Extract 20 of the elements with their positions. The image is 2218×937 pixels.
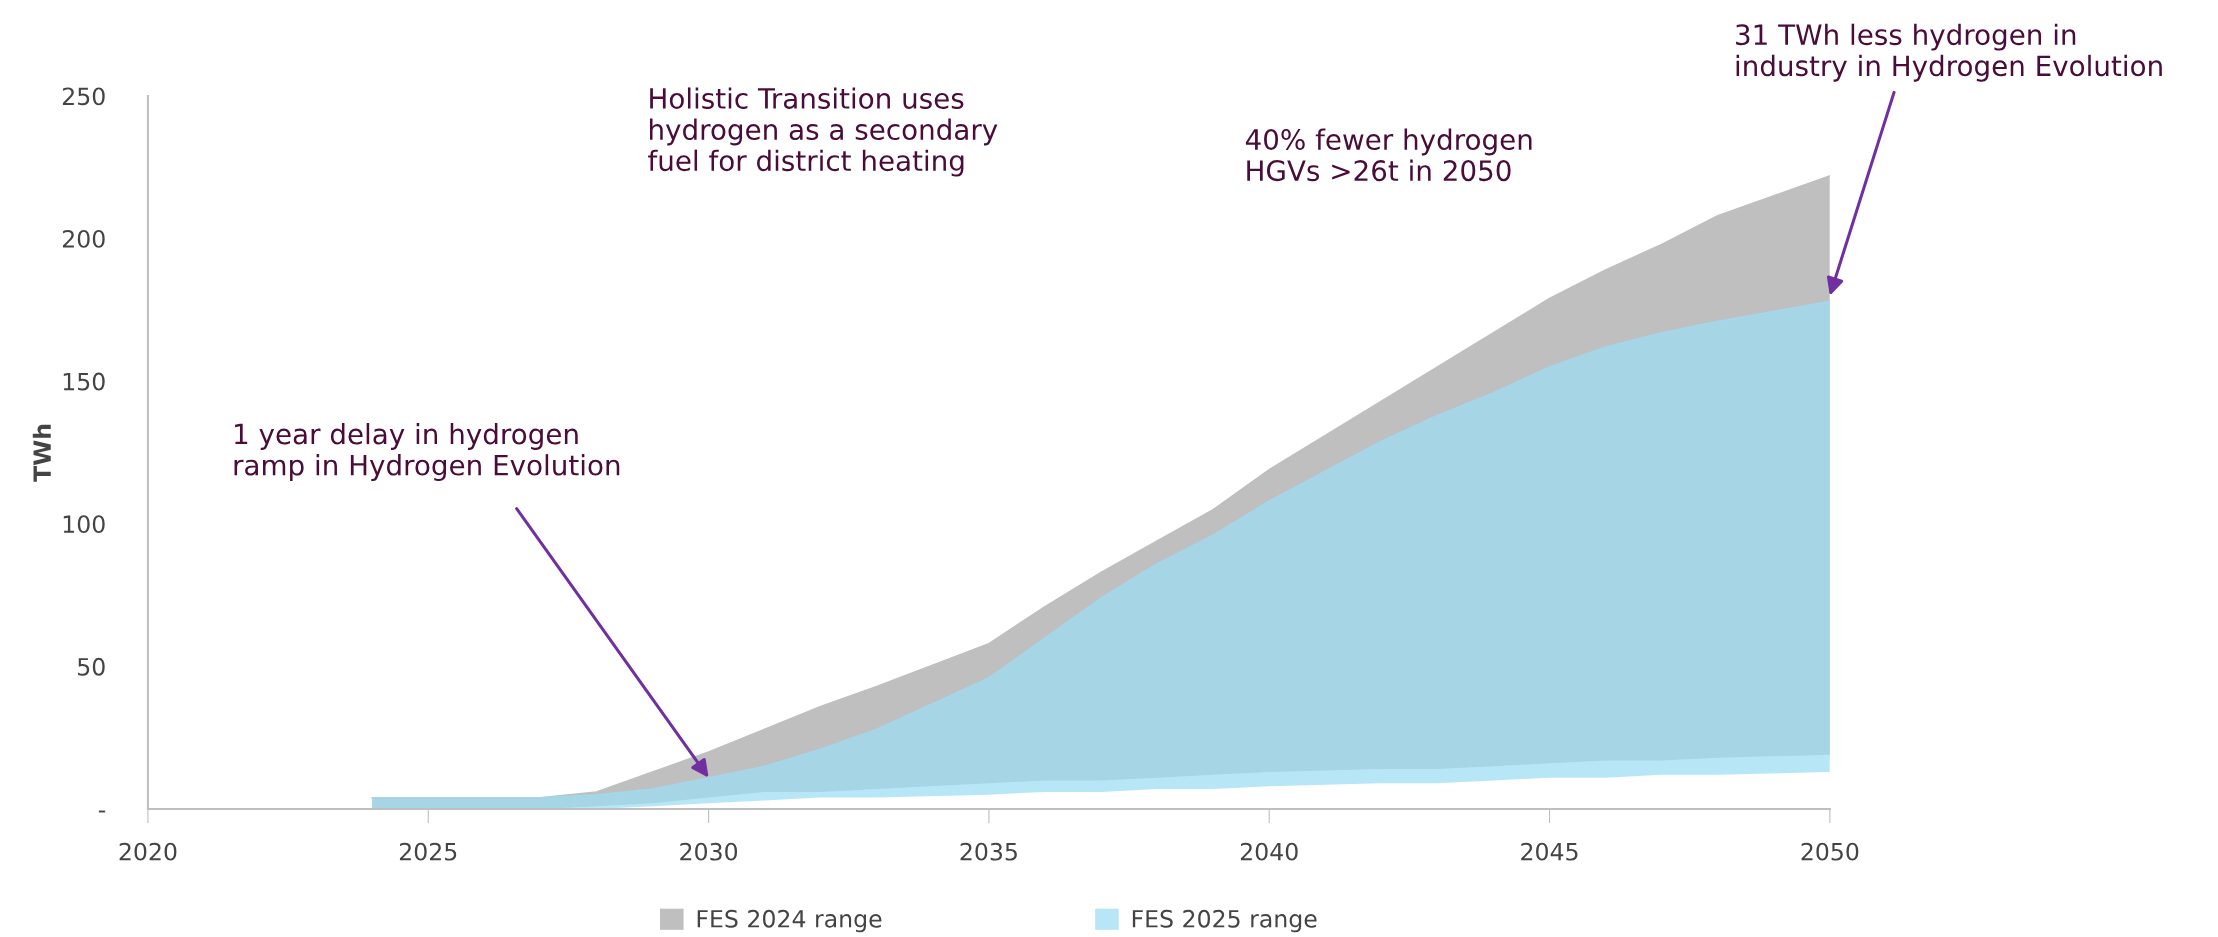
annotation: 1 year delay in hydrogen ramp in Hydrogen Evolution: [234, 423, 620, 481]
y-tick-label: -: [98, 810, 106, 813]
annotation: 40% fewer hydrogen HGVs >26t in 2050: [1245, 128, 1532, 182]
y-tick-label: 50: [78, 657, 105, 676]
x-tick-label: 2020: [119, 842, 177, 861]
y-axis-title: TWh: [32, 424, 51, 482]
y-tick-label: 250: [62, 87, 105, 106]
y-tick-label: 200: [62, 230, 105, 248]
legend-label: FES 2024 range: [697, 909, 882, 933]
annotation: Holistic Transition uses hydrogen as a secondary fuel for district heating: [648, 87, 998, 177]
legend-label: FES 2025 range: [1132, 909, 1317, 933]
x-tick-label: 2025: [399, 842, 457, 861]
x-tick-label: 2050: [1801, 842, 1859, 861]
y-tick-label: 100: [63, 515, 105, 534]
x-tick-label: 2040: [1240, 842, 1298, 861]
x-tick-label: 2030: [680, 842, 738, 861]
annotation: 31 TWh less hydrogen in industry in Hydrogen Evolution: [1736, 23, 2162, 82]
x-tick-label: 2035: [960, 842, 1017, 861]
y-tick-label: 150: [63, 372, 105, 391]
x-tick-label: 2045: [1521, 842, 1578, 861]
